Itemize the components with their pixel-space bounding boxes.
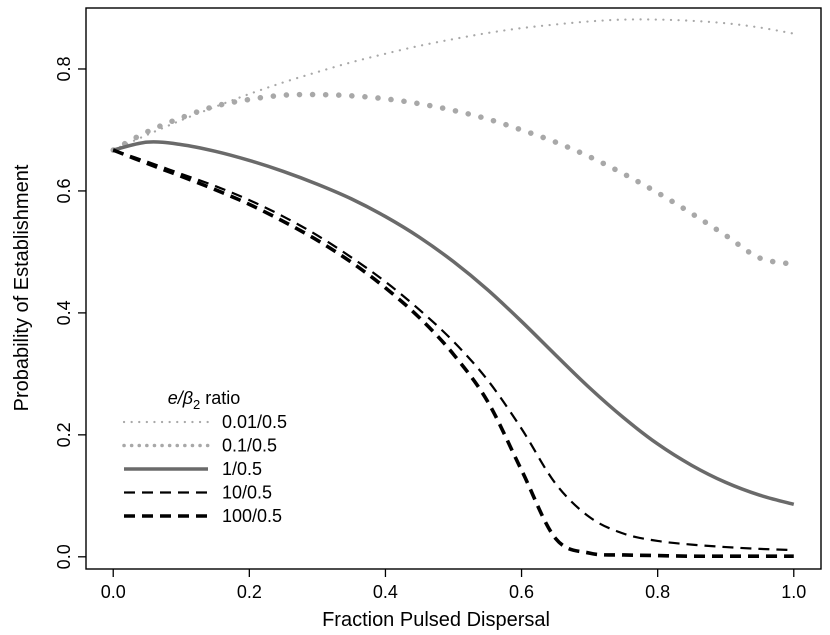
x-tick-label: 0.6	[509, 582, 534, 602]
legend-title: e/β2 ratio	[168, 388, 241, 412]
legend-label-5: 100/0.5	[222, 506, 282, 526]
legend: e/β2 ratio 0.01/0.5 0.1/0.5 1/0.5 10/0.5 100…	[122, 388, 287, 526]
x-axis-title: Fraction Pulsed Dispersal	[322, 609, 550, 631]
x-tick-label: 0.0	[101, 582, 126, 602]
legend-items: 0.01/0.5 0.1/0.5 1/0.5 10/0.5 100/0.5	[122, 412, 287, 526]
plot-frame	[85, 7, 822, 570]
legend-label-4: 10/0.5	[222, 483, 272, 503]
y-tick-label: 0.2	[54, 422, 74, 447]
x-axis: 0.0 0.2 0.4 0.6 0.8 1.0	[101, 569, 806, 602]
x-tick-label: 0.2	[237, 582, 262, 602]
legend-title-italic: e/β	[168, 388, 193, 408]
y-tick-label: 0.4	[54, 300, 74, 325]
series-layer	[110, 18, 797, 559]
y-tick-label: 0.8	[54, 56, 74, 81]
series-line-5	[112, 148, 794, 559]
series-line-1	[112, 18, 795, 152]
legend-label-1: 0.01/0.5	[222, 412, 287, 432]
series-line-4	[112, 149, 794, 552]
legend-title-subscript: 2	[193, 397, 200, 412]
legend-title-suffix: ratio	[200, 388, 240, 408]
y-tick-label: 0.6	[54, 178, 74, 203]
y-tick-label: 0.0	[54, 544, 74, 569]
x-tick-label: 0.4	[373, 582, 398, 602]
series-line-2	[110, 91, 797, 267]
y-axis: 0.0 0.2 0.4 0.6 0.8	[54, 56, 86, 569]
x-tick-label: 0.8	[645, 582, 670, 602]
x-tick-label: 1.0	[781, 582, 806, 602]
series-line-3	[112, 140, 795, 507]
legend-label-3: 1/0.5	[222, 459, 262, 479]
y-axis-title: Probability of Establishment	[11, 164, 33, 411]
legend-label-2: 0.1/0.5	[222, 436, 277, 456]
